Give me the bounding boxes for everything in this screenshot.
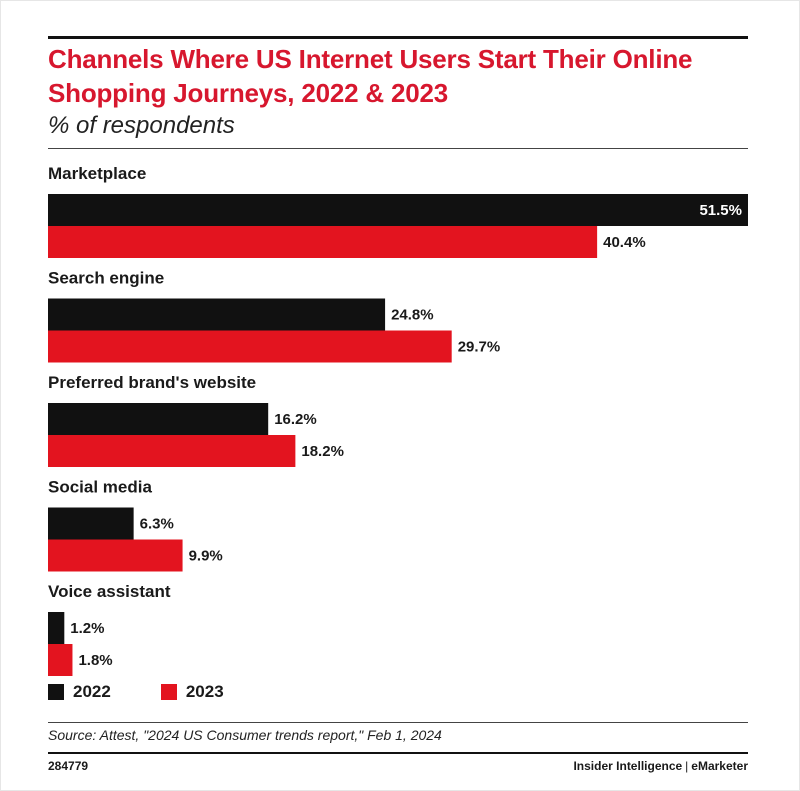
brand-credit: Insider Intelligence | eMarketer: [573, 759, 748, 773]
legend-swatch-2022: [48, 684, 64, 700]
legend-label-2022: 2022: [73, 682, 111, 701]
chart-id: 284779: [48, 759, 89, 773]
value-label-preferred-brand-s-website-2023: 18.2%: [301, 443, 344, 460]
value-label-search-engine-2022: 24.8%: [391, 307, 434, 324]
category-label-voice-assistant: Voice assistant: [48, 582, 171, 601]
category-label-social-media: Social media: [48, 478, 152, 497]
top-rule: [48, 36, 748, 39]
value-label-search-engine-2023: 29.7%: [458, 339, 501, 356]
brand-left: Insider Intelligence: [573, 759, 683, 773]
value-label-social-media-2022: 6.3%: [140, 516, 174, 533]
value-label-marketplace-2022: 51.5%: [699, 202, 742, 219]
footer-rule: [48, 752, 748, 754]
bar-social-media-2023: [48, 539, 183, 572]
brand-right: eMarketer: [691, 759, 748, 773]
legend: 2022 2023: [48, 682, 274, 702]
legend-item-2023: 2023: [160, 682, 224, 702]
bar-marketplace-2023: [48, 226, 598, 258]
bar-search-engine-2023: [48, 330, 452, 363]
bar-preferred-brand-s-website-2023: [48, 435, 296, 467]
bar-voice-assistant-2023: [48, 644, 73, 676]
value-label-voice-assistant-2022: 1.2%: [70, 620, 104, 637]
source-note: Source: Attest, "2024 US Consumer trends…: [48, 727, 442, 743]
legend-label-2023: 2023: [185, 682, 224, 701]
bar-search-engine-2022: [48, 298, 386, 331]
category-label-marketplace: Marketplace: [48, 164, 146, 183]
bar-voice-assistant-2022: [48, 612, 65, 644]
category-label-search-engine: Search engine: [48, 269, 164, 288]
brand-separator: |: [685, 759, 689, 773]
value-label-social-media-2023: 9.9%: [189, 548, 223, 565]
value-label-marketplace-2023: 40.4%: [603, 234, 646, 251]
bar-marketplace-2022: [48, 194, 748, 226]
value-label-voice-assistant-2023: 1.8%: [78, 652, 112, 669]
bar-preferred-brand-s-website-2022: [48, 403, 269, 435]
legend-swatch-2023: [160, 684, 177, 700]
legend-item-2022: 2022: [48, 682, 111, 702]
category-label-preferred-brand-s-website: Preferred brand's website: [48, 373, 256, 392]
subtitle-divider: [48, 148, 748, 149]
source-divider: [48, 722, 748, 723]
chart-subtitle: % of respondents: [48, 112, 235, 139]
chart-title: Channels Where US Internet Users Start T…: [48, 44, 693, 108]
value-label-preferred-brand-s-website-2022: 16.2%: [274, 411, 317, 428]
bar-social-media-2022: [48, 507, 134, 540]
